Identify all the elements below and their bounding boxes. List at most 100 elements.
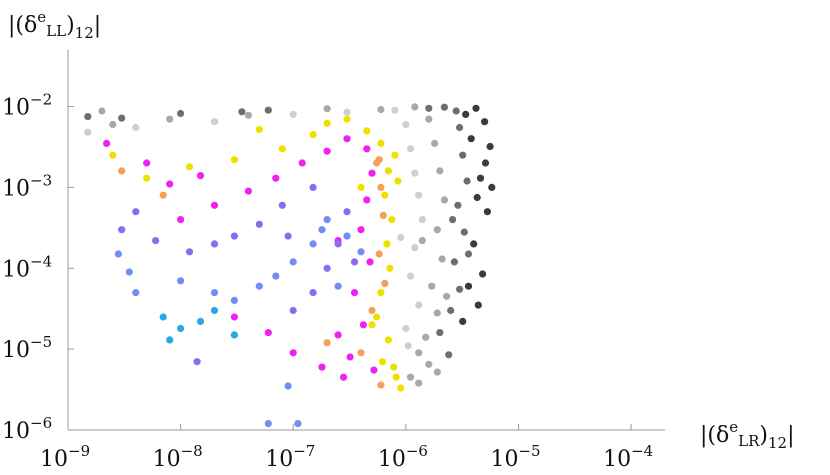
x-axis-title-tail: | <box>787 423 794 448</box>
point-yellow-7 <box>383 240 391 248</box>
point-violet-2 <box>255 220 263 228</box>
point-gray_dark-14 <box>177 109 185 118</box>
point-cyan-0 <box>159 313 167 321</box>
x-axis-title-sub-inner: LR <box>738 432 760 450</box>
point-magenta-8 <box>368 169 376 177</box>
point-gray_light-0 <box>391 106 399 114</box>
point-blue-4 <box>255 282 263 290</box>
point-magenta-1 <box>323 147 331 155</box>
point-yellow-17 <box>230 156 238 164</box>
point-gray_light-11 <box>289 110 297 118</box>
point-gray_light-5 <box>418 216 426 224</box>
y-axis-title: |(δeLL)12| <box>8 8 101 42</box>
point-yellow-10 <box>373 313 381 321</box>
point-gray_dark-3 <box>459 151 467 159</box>
point-yellow-6 <box>388 216 396 224</box>
tick-labels-layer: 10−9 10−8 10−7 10−6 10−5 10−4 10−6 10−5 10−4 10−3… <box>2 91 653 472</box>
point-gray_mid-0 <box>411 103 419 111</box>
point-gray_mid-8 <box>433 309 441 317</box>
point-violet-6 <box>152 237 160 245</box>
point-blue-9 <box>343 232 351 240</box>
point-cyan-2 <box>210 306 219 315</box>
point-gray_dark-16 <box>118 114 126 122</box>
point-blue-0 <box>323 216 331 224</box>
point-magenta-13 <box>359 321 367 329</box>
y-tick-label-0: 10−6 <box>2 414 52 444</box>
point-gray_light-7 <box>406 272 415 280</box>
point-blue-5 <box>230 296 238 304</box>
x-tick-label-0: 10−9 <box>40 442 90 472</box>
point-gray_light-14 <box>84 128 92 136</box>
point-gray_dark-12 <box>425 104 433 112</box>
point-blue-7 <box>177 277 185 285</box>
point-gray_dark-18 <box>449 216 457 224</box>
point-gray_dark-13 <box>264 106 272 114</box>
point-violet-8 <box>334 240 342 248</box>
point-gray_darkest-6 <box>479 270 487 278</box>
point-violet-5 <box>185 248 194 256</box>
point-blue-12 <box>132 289 140 297</box>
point-gray_darkest-4 <box>483 208 491 216</box>
point-gray_light-16 <box>404 342 412 350</box>
point-gray_mid-22 <box>433 368 441 376</box>
point-gray_mid-16 <box>109 120 117 129</box>
point-magenta-15 <box>346 353 354 361</box>
point-gray_darkest-5 <box>470 240 478 248</box>
point-violet-0 <box>309 183 317 191</box>
point-magenta-0 <box>343 135 351 143</box>
point-gray_light-10 <box>343 108 351 116</box>
point-yellow-18 <box>185 163 194 171</box>
point-violet-16 <box>284 232 292 240</box>
point-violet-11 <box>289 306 297 315</box>
point-yellow-8 <box>386 264 394 272</box>
point-violet-1 <box>278 201 286 209</box>
point-magenta-21 <box>143 159 151 167</box>
point-gray_light-8 <box>415 301 423 309</box>
point-violet-3 <box>230 232 238 240</box>
point-magenta-25 <box>166 180 174 188</box>
point-magenta-17 <box>289 349 297 357</box>
point-violet-9 <box>323 264 331 272</box>
point-gray_mid-4 <box>440 196 448 204</box>
point-yellow-3 <box>391 151 399 159</box>
point-yellow-20 <box>109 151 117 159</box>
point-gray_dark-7 <box>450 258 458 266</box>
point-gray_mid-5 <box>433 226 441 234</box>
point-gray_dark-19 <box>464 250 473 258</box>
point-gray_mid-9 <box>422 333 430 341</box>
point-blue-15 <box>294 420 302 428</box>
point-magenta-24 <box>196 172 205 180</box>
point-yellow-12 <box>378 358 387 366</box>
point-yellow-15 <box>309 131 317 139</box>
point-yellow-21 <box>323 119 331 127</box>
point-yellow-23 <box>394 177 402 185</box>
point-gray_darkest-1 <box>481 118 489 126</box>
point-yellow-16 <box>278 145 286 153</box>
point-gray_mid-11 <box>425 360 433 368</box>
point-gray_darkest-2 <box>486 142 494 151</box>
point-blue-17 <box>357 248 365 256</box>
point-magenta-18 <box>264 329 272 337</box>
point-gray_light-9 <box>402 324 410 333</box>
point-gray_mid-6 <box>438 255 446 263</box>
point-blue-16 <box>318 226 326 234</box>
point-magenta-4 <box>244 187 252 195</box>
point-blue-1 <box>309 240 317 248</box>
point-yellow-24 <box>357 183 365 191</box>
point-magenta-11 <box>366 258 374 266</box>
x-axis-title-sub: 12 <box>768 434 787 452</box>
point-gray_mid-7 <box>428 282 436 290</box>
point-blue-11 <box>125 268 133 276</box>
point-gray_mid-1 <box>425 115 433 123</box>
point-orange-8 <box>118 167 126 175</box>
point-gray_light-15 <box>397 233 405 242</box>
y-axis-title-open: |(δ <box>8 13 37 38</box>
point-cyan-4 <box>196 317 205 325</box>
point-gray_mid-10 <box>415 349 423 357</box>
point-gray_mid-19 <box>443 292 451 300</box>
point-violet-4 <box>210 240 219 248</box>
point-gray_darkest-12 <box>481 159 490 167</box>
ticks-layer <box>67 106 632 431</box>
